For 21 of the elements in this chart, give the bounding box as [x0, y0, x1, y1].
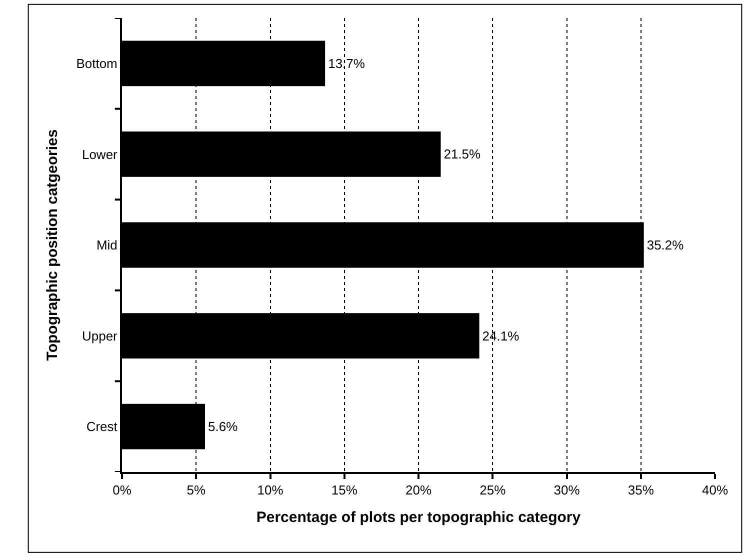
x-tick-label: 25%: [480, 482, 506, 498]
data-label: 5.6%: [208, 419, 238, 434]
x-axis-title: Percentage of plots per topographic category: [256, 509, 582, 526]
x-tick-label: 35%: [628, 482, 654, 498]
x-tick-label: 20%: [405, 482, 432, 498]
x-tick-label: 30%: [554, 482, 580, 498]
x-tick-label: 40%: [702, 482, 728, 498]
y-tick-label: Crest: [86, 419, 118, 434]
y-tick-label: Lower: [82, 146, 118, 162]
data-label: 13.7%: [328, 56, 366, 71]
x-tick-label: 0%: [112, 482, 132, 498]
y-tick-label: Bottom: [76, 56, 118, 71]
data-label: 24.1%: [482, 328, 520, 344]
data-label: 21.5%: [444, 146, 482, 162]
y-tick-label: Upper: [82, 328, 118, 344]
y-axis-title: Topographic position catgeories: [44, 129, 61, 361]
x-tick-label: 15%: [331, 482, 358, 498]
y-tick-label: Mid: [96, 238, 118, 253]
x-tick-label: 5%: [186, 482, 206, 498]
x-tick-label: 10%: [257, 482, 284, 498]
data-label: 35.2%: [646, 238, 684, 252]
